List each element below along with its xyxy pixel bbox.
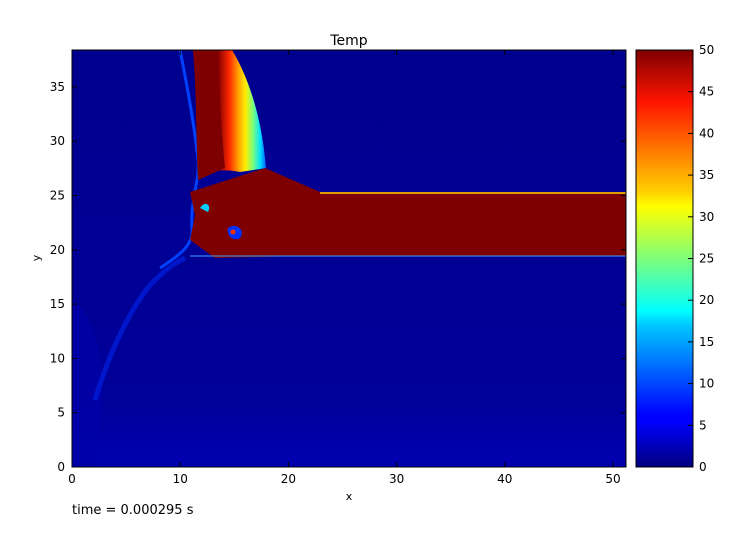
- y-tick-label: 30: [50, 134, 65, 148]
- x-tick-label: 0: [68, 472, 76, 486]
- hot-jet: [190, 168, 626, 258]
- wake-region: [72, 300, 102, 467]
- colorbar-tick-label: 0: [699, 460, 707, 474]
- colorbar-tick-label: 35: [699, 168, 714, 182]
- x-tick-label: 10: [173, 472, 188, 486]
- y-tick-label: 10: [50, 351, 65, 365]
- cold-filament: [92, 255, 187, 401]
- x-tick-label: 30: [389, 472, 404, 486]
- colorbar-tick-label: 10: [699, 377, 714, 391]
- time-label: time =: [72, 503, 121, 518]
- colorbar-tick-label: 25: [699, 252, 714, 266]
- heatmap-background: [72, 50, 626, 467]
- heatmap-field: [72, 50, 626, 467]
- colorbar-tick-label: 30: [699, 210, 714, 224]
- x-tick-label: 40: [497, 472, 512, 486]
- y-tick-label: 20: [50, 243, 65, 257]
- y-tick-label: 5: [57, 406, 65, 420]
- y-tick-label: 35: [50, 80, 65, 94]
- plot-frame: [71, 49, 627, 468]
- y-tick-label: 0: [57, 460, 65, 474]
- colorbar: [636, 50, 693, 467]
- colorbar-tick-label: 40: [699, 126, 714, 140]
- x-axis-label: x: [346, 490, 353, 503]
- x-tick-label: 50: [605, 472, 620, 486]
- cold-pocket: [200, 203, 210, 212]
- x-tick-label: 20: [281, 472, 296, 486]
- time-unit: s: [186, 503, 194, 518]
- time-value: 0.000295: [120, 503, 183, 518]
- colorbar-ticks: 0 5 10 15 20 25 30 35 40 45 50: [688, 43, 714, 474]
- colorbar-tick-label: 45: [699, 85, 714, 99]
- y-axis-ticks: 0 5 10 15 20 25 30 35: [50, 80, 626, 474]
- colorbar-tick-label: 5: [699, 418, 707, 432]
- chart-title: Temp: [329, 33, 367, 49]
- colorbar-tick-label: 15: [699, 335, 714, 349]
- colorbar-tick-label: 20: [699, 293, 714, 307]
- y-tick-label: 25: [50, 189, 65, 203]
- hot-spot: [230, 229, 236, 235]
- time-caption: time = 0.000295 s: [72, 503, 193, 518]
- plume-edge-left: [159, 50, 200, 270]
- y-axis-label: y: [30, 254, 43, 261]
- y-tick-label: 15: [50, 297, 65, 311]
- colorbar-tick-label: 50: [699, 43, 714, 57]
- plume-core: [193, 50, 225, 180]
- x-axis-ticks: 0 10 20 30 40 50: [68, 50, 621, 486]
